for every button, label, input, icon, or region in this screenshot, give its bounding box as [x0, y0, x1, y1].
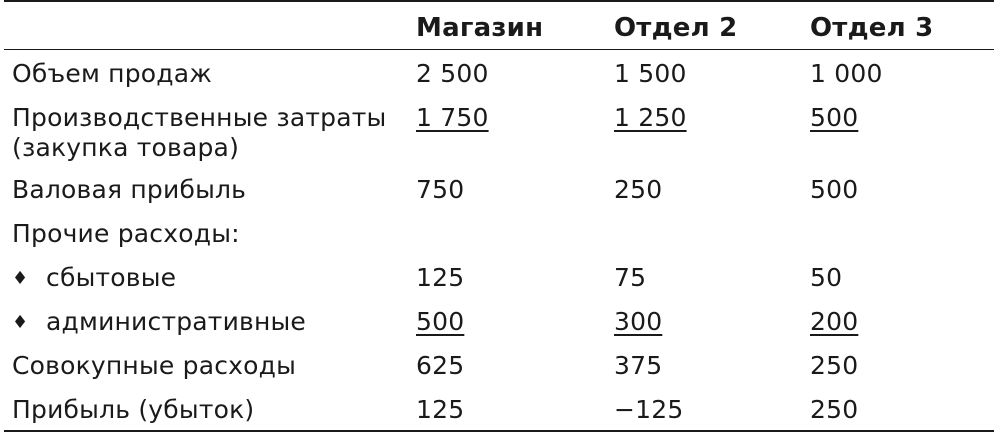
financial-table: Магазин Отдел 2 Отдел 3 Объем продаж 2 5… — [4, 0, 994, 432]
cell-department-2: 75 — [614, 263, 647, 292]
table-row: Прочие расходы: — [4, 210, 994, 254]
row-label: Валовая прибыль — [12, 175, 247, 204]
diamond-bullet-icon: ♦ — [12, 312, 29, 333]
cell-store: 625 — [416, 351, 465, 380]
cell-department-3: 500 — [810, 103, 859, 132]
row-label: Совокупные расходы — [12, 351, 297, 380]
cell-department-3: 200 — [810, 307, 859, 336]
row-label-text: административные — [46, 307, 307, 336]
cell-department-3: 250 — [810, 351, 859, 380]
cell-store: 125 — [416, 395, 465, 424]
cell-department-2: 250 — [614, 175, 663, 204]
table-row: Прибыль (убыток) 125 −125 250 — [4, 386, 994, 430]
cell-department-2: 300 — [614, 307, 663, 336]
cell-department-2: 1 250 — [614, 103, 687, 132]
cell-department-3: 500 — [810, 175, 859, 204]
cell-store: 2 500 — [416, 59, 489, 88]
header-department-3: Отдел 3 — [810, 13, 934, 43]
row-label: Прочие расходы: — [12, 219, 240, 248]
cell-store: 125 — [416, 263, 465, 292]
header-store: Магазин — [416, 13, 544, 43]
row-label: Производственные затраты (закупка товара… — [12, 103, 387, 162]
cell-department-3: 250 — [810, 395, 859, 424]
cell-store: 1 750 — [416, 103, 489, 132]
cell-department-2: −125 — [614, 395, 684, 424]
table-row: Объем продаж 2 500 1 500 1 000 — [4, 50, 994, 94]
table-row: ♦ сбытовые 125 75 50 — [4, 254, 994, 298]
row-label: Прибыль (убыток) — [12, 395, 255, 424]
diamond-bullet-icon: ♦ — [12, 268, 29, 289]
table-header-row: Магазин Отдел 2 Отдел 3 — [4, 2, 994, 50]
cell-store: 500 — [416, 307, 465, 336]
cell-department-3: 1 000 — [810, 59, 883, 88]
table-row: Совокупные расходы 625 375 250 — [4, 342, 994, 386]
table-row: ♦ административные 500 300 200 — [4, 298, 994, 342]
cell-department-2: 375 — [614, 351, 663, 380]
row-label-with-bullet: ♦ сбытовые — [12, 263, 176, 294]
table-row: Валовая прибыль 750 250 500 — [4, 166, 994, 210]
cell-department-2: 1 500 — [614, 59, 687, 88]
table-row: Производственные затраты (закупка товара… — [4, 94, 994, 166]
cell-store: 750 — [416, 175, 465, 204]
row-label-with-bullet: ♦ административные — [12, 307, 306, 338]
cell-department-3: 50 — [810, 263, 843, 292]
row-label-text: сбытовые — [46, 263, 177, 292]
row-label: Объем продаж — [12, 59, 212, 88]
header-department-2: Отдел 2 — [614, 13, 738, 43]
